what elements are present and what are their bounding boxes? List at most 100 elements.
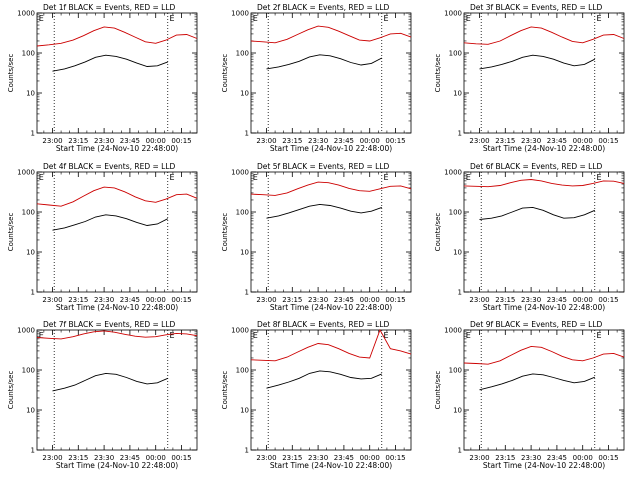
x-tick-label: 00:00: [360, 296, 380, 304]
x-tick-label: 23:45: [334, 296, 354, 304]
y-axis-label: Counts/sec: [221, 54, 229, 93]
panel-det-8: Det 8f BLACK = Events, RED = LLD 1 10 100 10…: [221, 320, 412, 470]
x-tick-label: 23:30: [521, 454, 541, 462]
panel-det-3: Det 3f BLACK = Events, RED = LLD 1 10 100 10…: [434, 3, 625, 153]
series-line-events: [479, 206, 595, 220]
y-tick-label: 10: [240, 249, 249, 257]
x-tick-label: 23:45: [334, 137, 354, 145]
x-tick-label: 23:15: [68, 454, 88, 462]
y-tick-label: 100: [449, 367, 462, 375]
plot-frame: [463, 329, 625, 451]
x-axis-label: Start Time (24-Nov-10 22:48:00): [56, 303, 178, 312]
series-line-lld: [36, 26, 198, 47]
y-tick-label: 1: [31, 447, 35, 455]
x-tick-label: 23:45: [120, 296, 140, 304]
x-axis-label: Start Time (24-Nov-10 22:48:00): [483, 303, 605, 312]
x-tick-label: 23:30: [308, 137, 328, 145]
series-line-events: [266, 54, 383, 70]
e-marker-label: E: [169, 173, 174, 182]
x-tick-label: 23:45: [334, 454, 354, 462]
plot-frame: [463, 171, 625, 293]
panel-title: Det 7f BLACK = Events, RED = LLD: [43, 320, 176, 329]
x-axis-label: Start Time (24-Nov-10 22:48:00): [270, 461, 392, 470]
y-tick-label: 10: [453, 249, 462, 257]
series-line-lld: [250, 181, 412, 196]
panel-title: Det 9f BLACK = Events, RED = LLD: [470, 320, 603, 329]
y-tick-label: 100: [22, 209, 35, 217]
e-marker-label: E: [596, 14, 601, 23]
y-tick-label: 100: [22, 367, 35, 375]
x-tick-label: 23:30: [308, 454, 328, 462]
y-tick-label: 100: [236, 209, 249, 217]
plot-frame: [36, 12, 198, 134]
x-tick-label: 23:30: [94, 454, 114, 462]
series-line-events: [52, 54, 168, 72]
x-tick-label: 00:00: [146, 454, 166, 462]
e-marker-label: E: [383, 173, 388, 182]
x-tick-label: 23:30: [308, 296, 328, 304]
series-line-events: [266, 370, 382, 389]
x-tick-label: 23:45: [547, 454, 567, 462]
x-tick-label: 23:00: [469, 454, 489, 462]
panel-det-6: Det 6f BLACK = Events, RED = LLD 1 10 100 10…: [434, 162, 625, 312]
y-tick-label: 1000: [17, 10, 35, 18]
y-tick-label: 10: [453, 90, 462, 98]
panel-det-9: Det 9f BLACK = Events, RED = LLD 1 10 100 10…: [434, 320, 625, 470]
panel-title: Det 4f BLACK = Events, RED = LLD: [43, 162, 176, 171]
panel-title: Det 2f BLACK = Events, RED = LLD: [257, 3, 390, 12]
panel-title: Det 1f BLACK = Events, RED = LLD: [43, 3, 176, 12]
x-tick-label: 23:00: [42, 137, 62, 145]
y-axis-label: Counts/sec: [7, 54, 15, 93]
x-tick-label: 23:15: [282, 296, 302, 304]
x-tick-label: 00:00: [146, 296, 166, 304]
y-tick-label: 1000: [444, 169, 462, 177]
x-tick-label: 23:45: [547, 296, 567, 304]
panel-title: Det 8f BLACK = Events, RED = LLD: [257, 320, 390, 329]
x-tick-label: 23:00: [42, 296, 62, 304]
e-marker-label: E: [596, 173, 601, 182]
y-tick-label: 1: [458, 130, 462, 138]
plot-frame: [250, 329, 412, 451]
y-axis-label: Counts/sec: [434, 54, 442, 93]
y-tick-label: 1000: [231, 327, 249, 335]
x-axis-label: Start Time (24-Nov-10 22:48:00): [270, 303, 392, 312]
x-tick-label: 23:15: [282, 454, 302, 462]
x-tick-label: 23:00: [256, 137, 276, 145]
panel-det-1: Det 1f BLACK = Events, RED = LLD 1 10 100 10…: [7, 3, 198, 153]
x-axis-label: Start Time (24-Nov-10 22:48:00): [270, 144, 392, 153]
x-tick-label: 00:00: [573, 296, 593, 304]
y-tick-label: 10: [26, 407, 35, 415]
x-tick-label: 23:15: [68, 296, 88, 304]
y-tick-label: 10: [26, 90, 35, 98]
e-marker-label: E: [383, 14, 388, 23]
series-line-lld: [250, 328, 412, 362]
y-tick-label: 1000: [231, 10, 249, 18]
y-tick-label: 10: [240, 407, 249, 415]
x-tick-label: 23:15: [495, 454, 515, 462]
y-axis-label: Counts/sec: [434, 213, 442, 252]
x-tick-label: 00:00: [146, 137, 166, 145]
y-tick-label: 10: [453, 407, 462, 415]
y-tick-label: 100: [236, 367, 249, 375]
y-tick-label: 1: [245, 130, 249, 138]
e-marker-label: E: [466, 14, 471, 23]
x-tick-label: 00:15: [385, 454, 405, 462]
x-axis-label: Start Time (24-Nov-10 22:48:00): [483, 461, 605, 470]
plot-frame: [250, 171, 412, 293]
y-tick-label: 100: [236, 50, 249, 58]
y-tick-label: 1000: [444, 327, 462, 335]
x-tick-label: 23:00: [256, 454, 276, 462]
panel-det-5: Det 5f BLACK = Events, RED = LLD 1 10 100 10…: [221, 162, 412, 312]
x-axis-label: Start Time (24-Nov-10 22:48:00): [56, 461, 178, 470]
x-tick-label: 23:15: [495, 296, 515, 304]
y-axis-label: Counts/sec: [7, 213, 15, 252]
series-line-lld: [463, 179, 625, 188]
y-tick-label: 10: [240, 90, 249, 98]
plot-frame: [250, 12, 412, 134]
series-line-lld: [463, 345, 625, 365]
x-tick-label: 23:15: [495, 137, 515, 145]
x-tick-label: 00:15: [171, 137, 191, 145]
y-tick-label: 1: [245, 289, 249, 297]
panel-det-2: Det 2f BLACK = Events, RED = LLD 1 10 100 10…: [221, 3, 412, 153]
